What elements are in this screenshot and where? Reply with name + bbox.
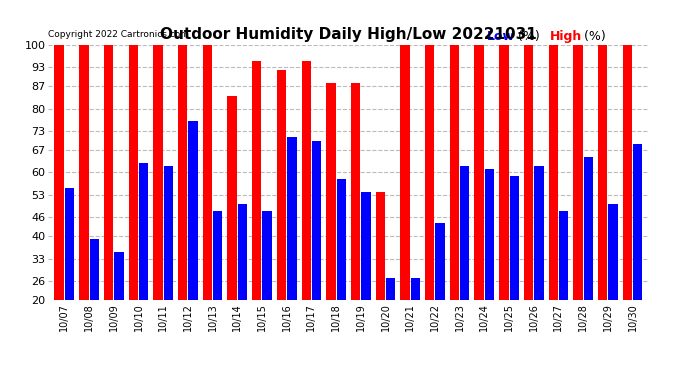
Bar — [375, 192, 385, 364]
Bar — [584, 157, 593, 364]
Bar — [425, 45, 435, 364]
Bar — [633, 144, 642, 364]
Bar — [262, 211, 272, 364]
Bar — [435, 224, 445, 364]
Bar — [534, 166, 544, 364]
Bar — [386, 278, 395, 364]
Bar — [499, 45, 509, 364]
Bar — [128, 45, 138, 364]
Bar — [524, 45, 533, 364]
Bar — [573, 45, 582, 364]
Bar — [509, 176, 519, 364]
Text: Low: Low — [486, 30, 515, 43]
Bar — [362, 192, 371, 364]
Bar — [485, 169, 494, 364]
Bar — [559, 211, 569, 364]
Bar — [351, 83, 360, 364]
Bar — [277, 70, 286, 364]
Bar — [55, 45, 64, 364]
Text: Copyright 2022 Cartronics.com: Copyright 2022 Cartronics.com — [48, 30, 189, 39]
Bar — [252, 61, 262, 364]
Bar — [79, 45, 88, 364]
Bar — [90, 239, 99, 364]
Bar — [549, 45, 558, 364]
Bar — [238, 204, 247, 364]
Bar — [164, 166, 173, 364]
Text: (%): (%) — [580, 30, 605, 43]
Bar — [213, 211, 222, 364]
Bar — [287, 137, 297, 364]
Bar — [609, 204, 618, 364]
Bar — [178, 45, 188, 364]
Bar — [622, 45, 632, 364]
Bar — [65, 188, 75, 364]
Bar — [400, 45, 410, 364]
Bar — [104, 45, 113, 364]
Bar — [312, 141, 322, 364]
Bar — [203, 45, 212, 364]
Bar — [598, 45, 607, 364]
Bar — [411, 278, 420, 364]
Bar — [188, 122, 198, 364]
Bar — [115, 252, 124, 364]
Bar — [475, 45, 484, 364]
Text: (%): (%) — [513, 30, 540, 43]
Bar — [460, 166, 469, 364]
Title: Outdoor Humidity Daily High/Low 20221031: Outdoor Humidity Daily High/Low 20221031 — [160, 27, 537, 42]
Bar — [337, 179, 346, 364]
Text: High: High — [549, 30, 582, 43]
Bar — [450, 45, 459, 364]
Bar — [228, 96, 237, 364]
Bar — [153, 45, 163, 364]
Bar — [139, 163, 148, 364]
Bar — [302, 61, 311, 364]
Bar — [326, 83, 335, 364]
